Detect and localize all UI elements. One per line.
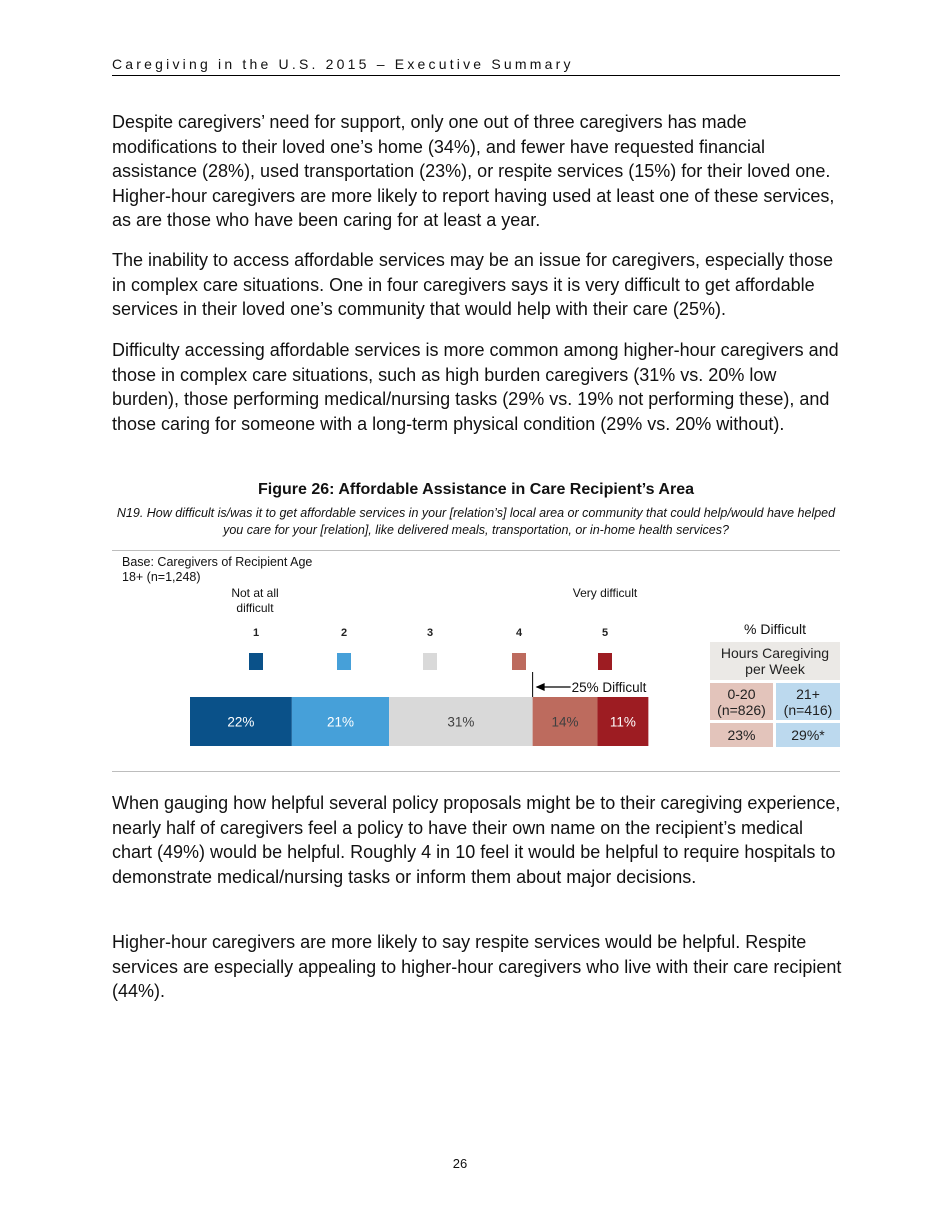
- legend-label: 5: [602, 627, 608, 639]
- value-label: 22%: [227, 715, 254, 730]
- table-value: 29%*: [776, 723, 840, 747]
- paragraph: When gauging how helpful several policy …: [112, 793, 841, 887]
- figure-rule: [112, 771, 840, 772]
- bar-segment: [291, 697, 390, 746]
- value-label: 21%: [327, 715, 354, 730]
- header-rule: [112, 75, 840, 76]
- paragraph: Difficulty accessing affordable services…: [112, 340, 839, 434]
- legend-swatch: [598, 653, 612, 670]
- scale-high-label: Very difficult: [572, 586, 638, 600]
- legend-swatch: [512, 653, 526, 670]
- legend-swatch: [423, 653, 437, 670]
- bar-segment: [190, 697, 292, 746]
- bar-segment: [389, 697, 533, 746]
- legend-label: 4: [516, 627, 523, 639]
- bar-segment: [597, 697, 649, 746]
- table-column: 0-20 (n=826): [710, 683, 773, 720]
- chart: 1 22% 2 21% 3 31% 4 14% 25% Difficult 5 11%: [190, 627, 649, 746]
- header-title: Caregiving in the U.S. 2015 – Executive …: [112, 56, 574, 72]
- paragraph: The inability to access affordable servi…: [112, 250, 834, 320]
- figure-question: N19. How difficult is/was it to get affo…: [116, 506, 836, 537]
- annotation-arrowhead: [535, 683, 545, 691]
- table-header: Hours Caregiving per Week: [710, 642, 840, 680]
- paragraph: Higher-hour caregivers are more likely t…: [112, 932, 842, 1002]
- figure-base: Base: Caregivers of Recipient Age 18+ (n…: [122, 555, 313, 584]
- legend-label: 2: [341, 627, 347, 639]
- legend-swatch: [337, 653, 351, 670]
- legend-label: 1: [253, 627, 259, 639]
- table-title: % Difficult: [744, 621, 806, 637]
- page-number: 26: [452, 1156, 468, 1171]
- table-column: 21+ (n=416): [776, 683, 840, 720]
- bar-segment: [532, 697, 598, 746]
- legend-label: 3: [427, 627, 433, 639]
- legend-swatch: [249, 653, 263, 670]
- scale-low-label: Not at all difficult: [231, 586, 279, 615]
- figure-title: Figure 26: Affordable Assistance in Care…: [258, 481, 694, 498]
- table-value: 23%: [710, 723, 773, 747]
- paragraph: Despite caregivers’ need for support, on…: [112, 112, 835, 231]
- value-label: 31%: [447, 715, 474, 730]
- figure-rule: [112, 550, 840, 551]
- value-label: 11%: [610, 715, 636, 730]
- value-label: 14%: [552, 715, 579, 730]
- annotation: 25% Difficult: [572, 680, 647, 695]
